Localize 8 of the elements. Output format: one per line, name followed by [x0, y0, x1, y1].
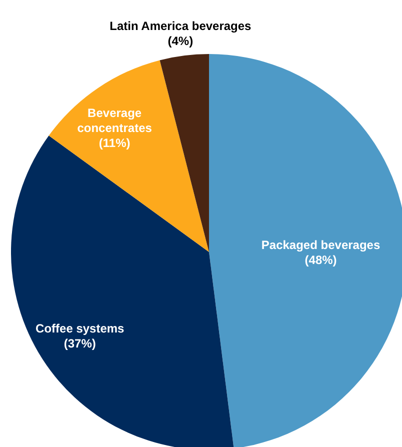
slice-label: Coffee systems	[36, 321, 125, 336]
slice-label: Latin America beverages	[110, 18, 252, 33]
data-label: (48%)	[304, 252, 337, 267]
data-label: (37%)	[64, 336, 96, 350]
slice-label: Beverage concentrates	[77, 106, 152, 136]
slice-label: Packaged beverages	[261, 238, 380, 252]
data-label: (4%)	[168, 34, 194, 48]
data-label: (11%)	[98, 136, 130, 150]
